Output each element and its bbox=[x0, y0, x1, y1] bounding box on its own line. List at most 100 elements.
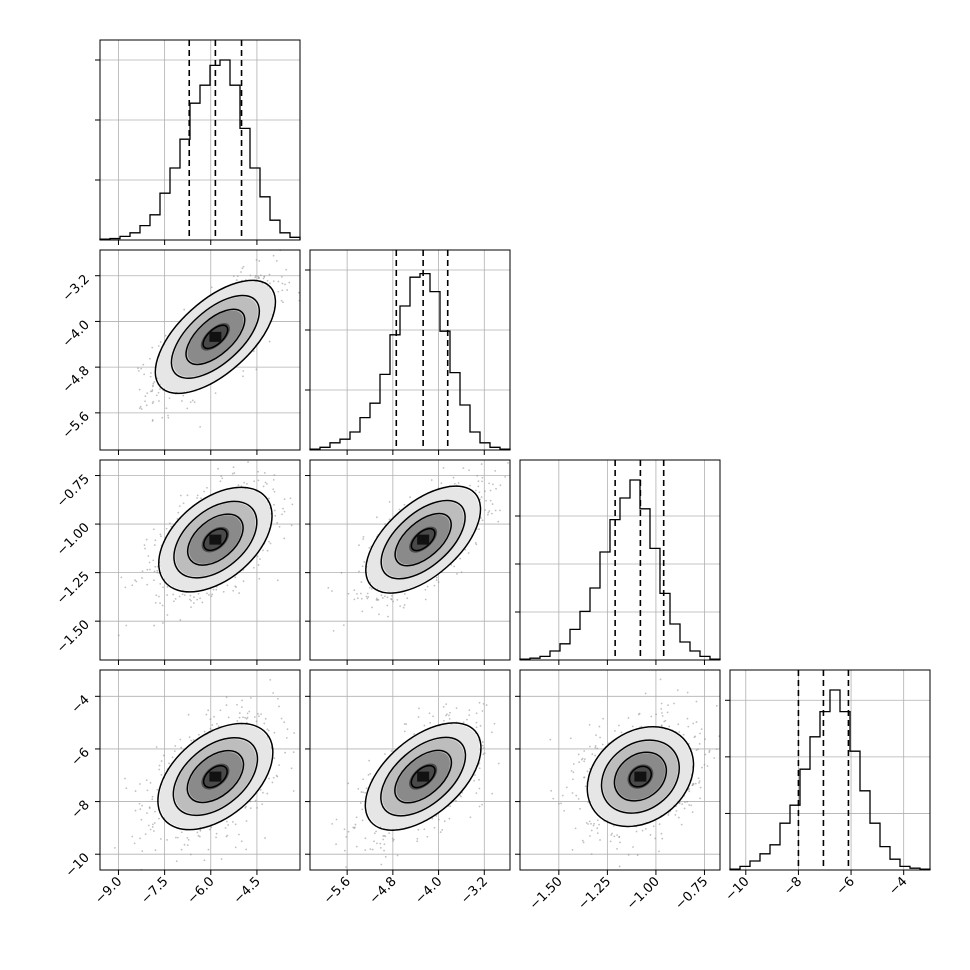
scatter-point bbox=[272, 776, 275, 779]
scatter-point bbox=[139, 783, 141, 785]
scatter-point bbox=[683, 807, 686, 810]
scatter-point bbox=[168, 455, 170, 457]
scatter-point bbox=[271, 781, 274, 784]
scatter-point bbox=[301, 501, 303, 503]
scatter-point bbox=[155, 746, 158, 748]
density-peak bbox=[209, 534, 222, 545]
scatter-point bbox=[198, 733, 200, 736]
scatter-point bbox=[283, 510, 286, 513]
scatter-point bbox=[177, 511, 180, 514]
scatter-point bbox=[722, 734, 724, 736]
scatter-point bbox=[417, 716, 420, 718]
scatter-point bbox=[145, 404, 148, 407]
scatter-point bbox=[492, 483, 494, 486]
contour-line bbox=[186, 749, 245, 804]
contour-line bbox=[410, 764, 436, 789]
scatter-point bbox=[383, 595, 386, 598]
scatter-group bbox=[117, 461, 303, 637]
scatter-point bbox=[166, 594, 169, 596]
contour-line bbox=[170, 294, 261, 379]
scatter-point bbox=[431, 817, 434, 820]
scatter-point bbox=[588, 723, 591, 726]
scatter-point bbox=[289, 497, 292, 500]
scatter-point bbox=[658, 850, 660, 853]
x-tick-label: −0.75 bbox=[673, 874, 712, 913]
scatter-point bbox=[243, 481, 246, 484]
scatter-point bbox=[281, 513, 283, 516]
y-tick-label: −1.50 bbox=[54, 617, 93, 656]
scatter-point bbox=[583, 750, 586, 752]
scatter-point bbox=[403, 593, 406, 595]
scatter-point bbox=[384, 855, 387, 858]
scatter-point bbox=[619, 841, 621, 844]
scatter-point bbox=[596, 827, 599, 830]
scatter-point bbox=[362, 538, 365, 540]
scatter-point bbox=[276, 697, 279, 700]
scatter-point bbox=[259, 789, 262, 791]
scatter-point bbox=[690, 804, 693, 807]
scatter-point bbox=[158, 400, 160, 402]
scatter-point bbox=[475, 712, 478, 715]
scatter-point bbox=[435, 576, 438, 579]
scatter-point bbox=[491, 792, 494, 795]
scatter-point bbox=[138, 407, 141, 410]
scatter-point bbox=[161, 604, 164, 607]
scatter-point bbox=[459, 557, 462, 560]
scatter-point bbox=[481, 710, 484, 712]
scatter-point bbox=[659, 678, 662, 681]
scatter-point bbox=[141, 850, 144, 853]
scatter-point bbox=[281, 282, 284, 285]
scatter-point bbox=[476, 474, 479, 477]
scatter-point bbox=[192, 739, 195, 741]
scatter-point bbox=[684, 801, 686, 804]
x-tick-label: −4.0 bbox=[412, 874, 445, 907]
scatter-point bbox=[220, 475, 223, 478]
scatter-point bbox=[644, 827, 647, 830]
scatter-point bbox=[268, 340, 271, 343]
contour-line bbox=[394, 749, 453, 804]
scatter-point bbox=[236, 275, 239, 278]
scatter-point bbox=[364, 849, 367, 852]
y-tick-label: −1.25 bbox=[54, 569, 93, 608]
scatter-point bbox=[180, 848, 183, 851]
scatter-point bbox=[478, 767, 481, 770]
scatter-point bbox=[171, 756, 174, 759]
scatter-point bbox=[475, 721, 478, 724]
scatter-point bbox=[482, 747, 485, 749]
scatter-point bbox=[131, 584, 134, 587]
scatter-point bbox=[375, 597, 378, 600]
scatter-point bbox=[226, 834, 229, 837]
scatter-point bbox=[140, 818, 143, 821]
contour-line bbox=[172, 737, 259, 817]
scatter-point bbox=[231, 821, 234, 823]
scatter-point bbox=[249, 274, 252, 277]
scatter-point bbox=[120, 576, 123, 579]
scatter-point bbox=[456, 572, 458, 575]
scatter-point bbox=[266, 279, 269, 282]
scatter-point bbox=[362, 791, 365, 794]
scatter-point bbox=[479, 724, 482, 727]
scatter-point bbox=[697, 748, 699, 751]
contour-line bbox=[586, 725, 695, 828]
scatter-point bbox=[178, 505, 181, 508]
scatter-point bbox=[162, 754, 165, 757]
scatter-point bbox=[156, 571, 159, 574]
scatter-point bbox=[354, 826, 356, 829]
scatter-point bbox=[268, 777, 270, 780]
scatter-point bbox=[212, 588, 215, 591]
scatter-point bbox=[272, 254, 275, 257]
scatter-point bbox=[181, 400, 183, 402]
scatter-point bbox=[460, 795, 462, 798]
scatter-point bbox=[283, 537, 286, 540]
scatter-point bbox=[650, 715, 653, 718]
x-tick-label: −3.2 bbox=[458, 874, 491, 907]
scatter-point bbox=[368, 586, 371, 589]
scatter-point bbox=[159, 341, 162, 343]
scatter-point bbox=[590, 829, 593, 832]
scatter-point bbox=[363, 561, 366, 563]
scatter-point bbox=[149, 357, 151, 360]
scatter-point bbox=[694, 782, 697, 785]
scatter-point bbox=[157, 391, 160, 394]
scatter-point bbox=[277, 290, 280, 293]
scatter-point bbox=[199, 597, 202, 600]
